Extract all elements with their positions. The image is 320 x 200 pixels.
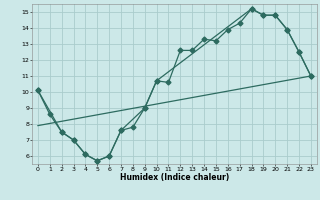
X-axis label: Humidex (Indice chaleur): Humidex (Indice chaleur): [120, 173, 229, 182]
